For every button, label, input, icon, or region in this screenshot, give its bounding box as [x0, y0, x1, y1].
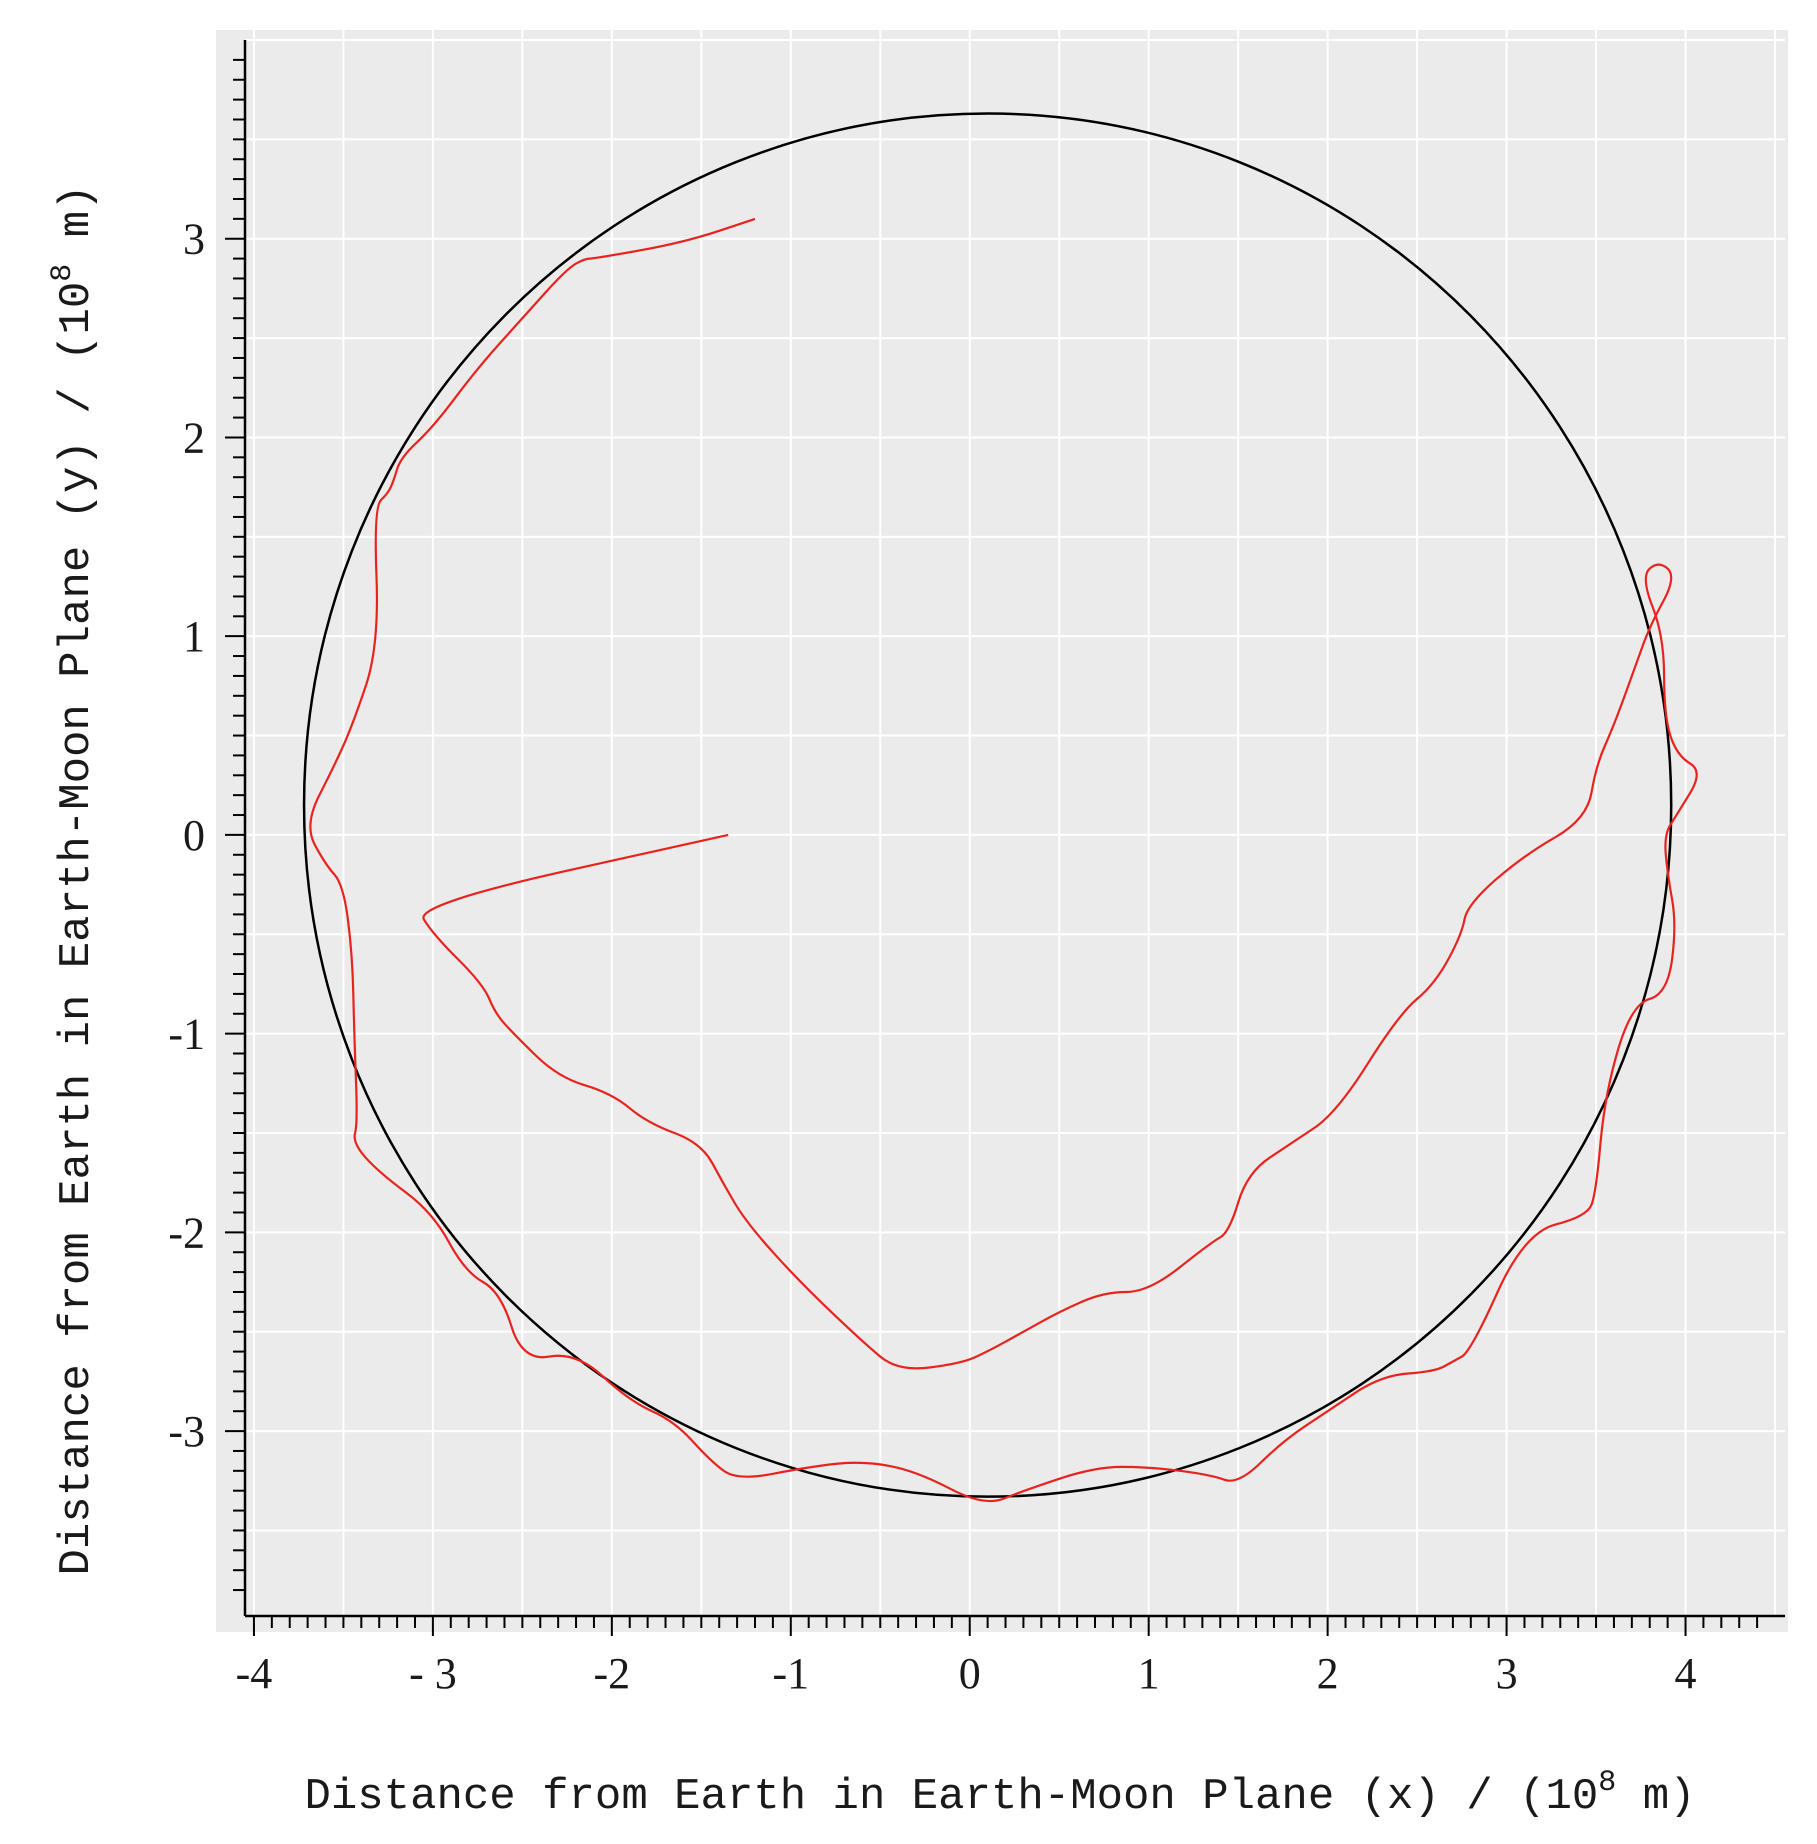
x-axis-label-text: Distance from Earth in Earth-Moon Plane … [304, 1772, 1598, 1822]
x-tick-label: -4 [236, 1649, 273, 1698]
plot-background [216, 30, 1788, 1632]
x-tick-label: - 3 [409, 1649, 457, 1698]
x-tick-label: 1 [1138, 1649, 1160, 1698]
moon-path-around-sun [309, 217, 1698, 1503]
y-axis-label: Distance from Earth in Earth-Moon Plane … [46, 184, 102, 1575]
data-series [302, 112, 1698, 1503]
x-tick-label: -2 [594, 1649, 631, 1698]
x-axis-label-suffix: m) [1616, 1772, 1695, 1822]
x-tick-label: 2 [1317, 1649, 1339, 1698]
y-tick-label: 3 [183, 215, 205, 264]
y-axis-label-exponent: 8 [46, 264, 80, 282]
x-tick-label: 4 [1675, 1649, 1697, 1698]
y-tick-label: 1 [183, 612, 205, 661]
x-axis-label-exponent: 8 [1598, 1766, 1616, 1800]
y-tick-label: -3 [168, 1407, 205, 1456]
x-tick-label: -1 [772, 1649, 809, 1698]
y-tick-label: 0 [183, 811, 205, 860]
y-tick-label: -1 [168, 1010, 205, 1059]
y-axis-label-suffix: m) [52, 184, 102, 263]
x-axis-label: Distance from Earth in Earth-Moon Plane … [304, 1766, 1695, 1822]
x-tick-label: 0 [959, 1649, 981, 1698]
x-tick-label: 3 [1496, 1649, 1518, 1698]
moon-orbit-line [302, 112, 1673, 1498]
y-axis-label-text: Distance from Earth in Earth-Moon Plane … [52, 282, 102, 1576]
y-tick-label: 2 [183, 413, 205, 462]
tick-labels: -4 - 3 -2 -1 0 1 2 3 4 -3 -2 -1 0 1 2 3 [168, 215, 1696, 1698]
axes [225, 40, 1785, 1636]
grid-lines [245, 30, 1785, 1616]
y-tick-label: -2 [168, 1208, 205, 1257]
